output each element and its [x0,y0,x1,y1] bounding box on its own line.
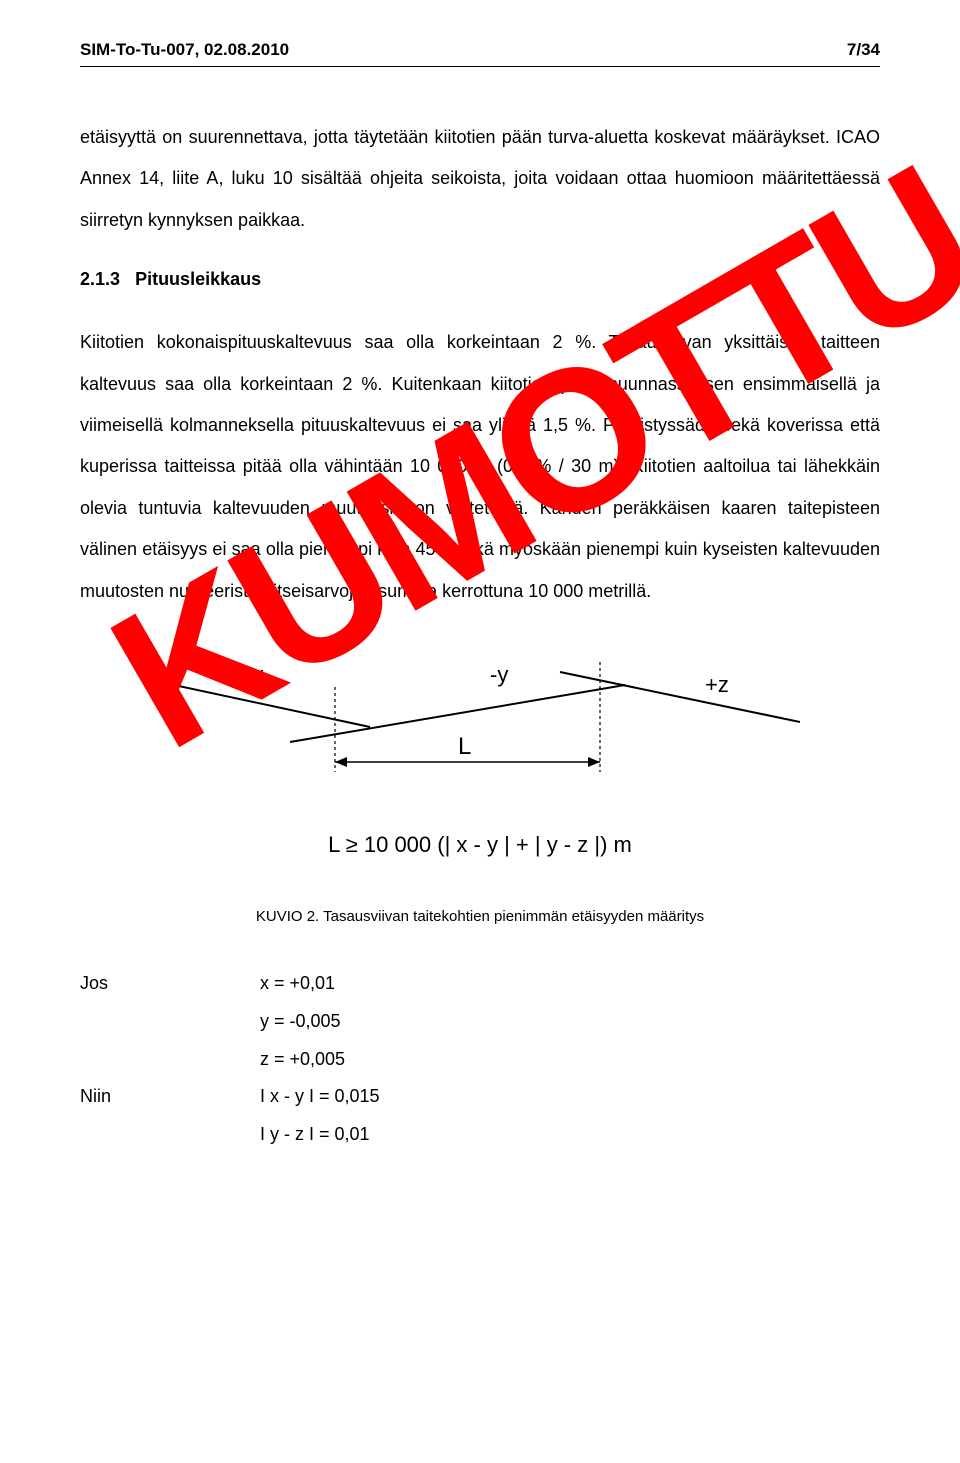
figure-caption: KUVIO 2. Tasausviivan taitekohtien pieni… [80,908,880,925]
diagram-label-x: +x [240,662,264,687]
diagram-label-y: -y [490,662,508,687]
paragraph-2: Kiitotien kokonaispituuskaltevuus saa ol… [80,322,880,612]
profile-diagram-svg: +x -y +z L [160,642,800,802]
niin-label: Niin [80,1078,260,1116]
calculation-block: Jos x = +0,01 y = -0,005 z = +0,005 Niin… [80,965,880,1154]
calc-z: z = +0,005 [260,1041,880,1079]
formula-text: L ≥ 10 000 (| x - y | + | y - z |) m [80,832,880,858]
calc-x: x = +0,01 [260,965,880,1003]
paragraph-1: etäisyyttä on suurennettava, jotta täyte… [80,117,880,241]
diagram-figure: +x -y +z L [160,642,800,802]
calc-ixy: I x - y I = 0,015 [260,1078,880,1116]
diagram-label-z: +z [705,672,729,697]
section-heading: 2.1.3 Pituusleikkaus [80,269,880,290]
section-number: 2.1.3 [80,269,120,289]
calc-y: y = -0,005 [260,1003,880,1041]
diagram-label-L: L [458,733,471,760]
section-title-text: Pituusleikkaus [135,269,261,289]
doc-ref: SIM-To-Tu-007, 02.08.2010 [80,40,289,60]
calc-iyz: I y - z I = 0,01 [260,1116,880,1154]
jos-label: Jos [80,965,260,1003]
page-number: 7/34 [847,40,880,60]
header-divider [80,66,880,67]
